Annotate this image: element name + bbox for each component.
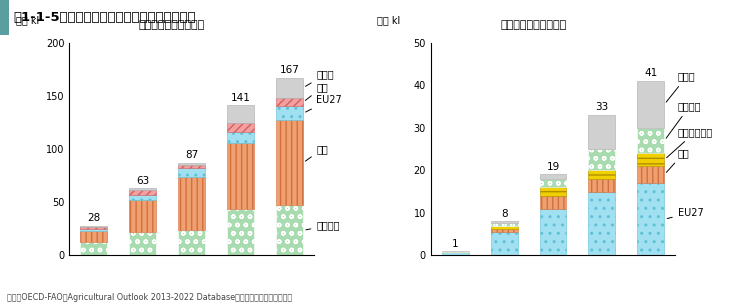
Bar — [539, 179, 566, 187]
Text: （バイオエタノール）: （バイオエタノール） — [139, 20, 205, 30]
Bar — [491, 223, 518, 226]
Bar — [588, 192, 615, 255]
Bar — [637, 166, 664, 183]
Bar — [227, 132, 254, 143]
Text: ブラジル: ブラジル — [666, 102, 702, 138]
Bar — [178, 168, 205, 177]
Bar — [227, 209, 254, 255]
Bar — [491, 229, 518, 232]
Bar — [227, 105, 254, 123]
Bar — [178, 165, 205, 168]
Bar — [588, 149, 615, 170]
Bar — [539, 187, 566, 196]
Text: 中国: 中国 — [305, 82, 328, 100]
Bar — [129, 195, 156, 200]
Bar — [539, 209, 566, 255]
Bar — [442, 252, 469, 255]
Bar — [80, 241, 107, 255]
Bar — [276, 106, 303, 120]
Bar — [276, 78, 303, 98]
Bar — [227, 123, 254, 132]
Bar — [80, 227, 107, 229]
Text: 百万 kl: 百万 kl — [15, 16, 39, 26]
Bar — [539, 174, 566, 179]
Text: その他: その他 — [306, 70, 334, 86]
Text: EU27: EU27 — [306, 95, 342, 112]
Text: アルゼンチン: アルゼンチン — [666, 127, 713, 158]
Bar — [178, 163, 205, 165]
FancyBboxPatch shape — [0, 0, 9, 35]
Bar — [539, 196, 566, 209]
Text: ブラジル: ブラジル — [306, 221, 340, 230]
Bar — [588, 179, 615, 192]
Bar — [442, 251, 469, 252]
Text: （バイオディーゼル）: （バイオディーゼル） — [500, 20, 566, 30]
Bar — [178, 230, 205, 255]
Bar — [637, 183, 664, 255]
Text: 28: 28 — [87, 213, 101, 223]
Text: 63: 63 — [136, 176, 150, 186]
Text: 41: 41 — [644, 68, 658, 78]
Bar — [227, 143, 254, 209]
Bar — [637, 153, 664, 166]
Bar — [80, 226, 107, 227]
Bar — [129, 200, 156, 232]
Text: 図1-1-5　バイオ燃料の生産量の推移と見通し: 図1-1-5 バイオ燃料の生産量の推移と見通し — [13, 11, 196, 24]
Text: 141: 141 — [231, 93, 250, 103]
Text: 米国: 米国 — [305, 144, 328, 161]
Text: 33: 33 — [595, 102, 609, 112]
Bar — [129, 190, 156, 195]
Bar — [129, 232, 156, 255]
Text: 8: 8 — [501, 209, 507, 219]
Bar — [276, 98, 303, 106]
Bar — [588, 170, 615, 179]
Text: EU27: EU27 — [667, 208, 704, 219]
Text: 米国: 米国 — [666, 148, 689, 172]
Text: その他: その他 — [666, 72, 695, 102]
Text: 19: 19 — [546, 162, 560, 172]
Bar — [276, 120, 303, 206]
Bar — [80, 229, 107, 231]
Bar — [491, 232, 518, 255]
Text: 87: 87 — [185, 150, 199, 160]
Bar — [491, 226, 518, 229]
Bar — [637, 128, 664, 153]
Bar — [178, 177, 205, 230]
Text: 1: 1 — [452, 239, 458, 249]
Text: 百万 kl: 百万 kl — [377, 16, 400, 26]
Bar — [80, 231, 107, 241]
Bar — [637, 81, 664, 128]
Text: 資料：OECD-FAO「Agricultural Outlook 2013-2022 Database」を基に農林水産省で作成: 資料：OECD-FAO「Agricultural Outlook 2013-20… — [7, 293, 293, 302]
Bar — [276, 206, 303, 255]
Text: 167: 167 — [280, 65, 299, 75]
Bar — [491, 221, 518, 223]
Bar — [129, 188, 156, 190]
Bar — [588, 115, 615, 149]
